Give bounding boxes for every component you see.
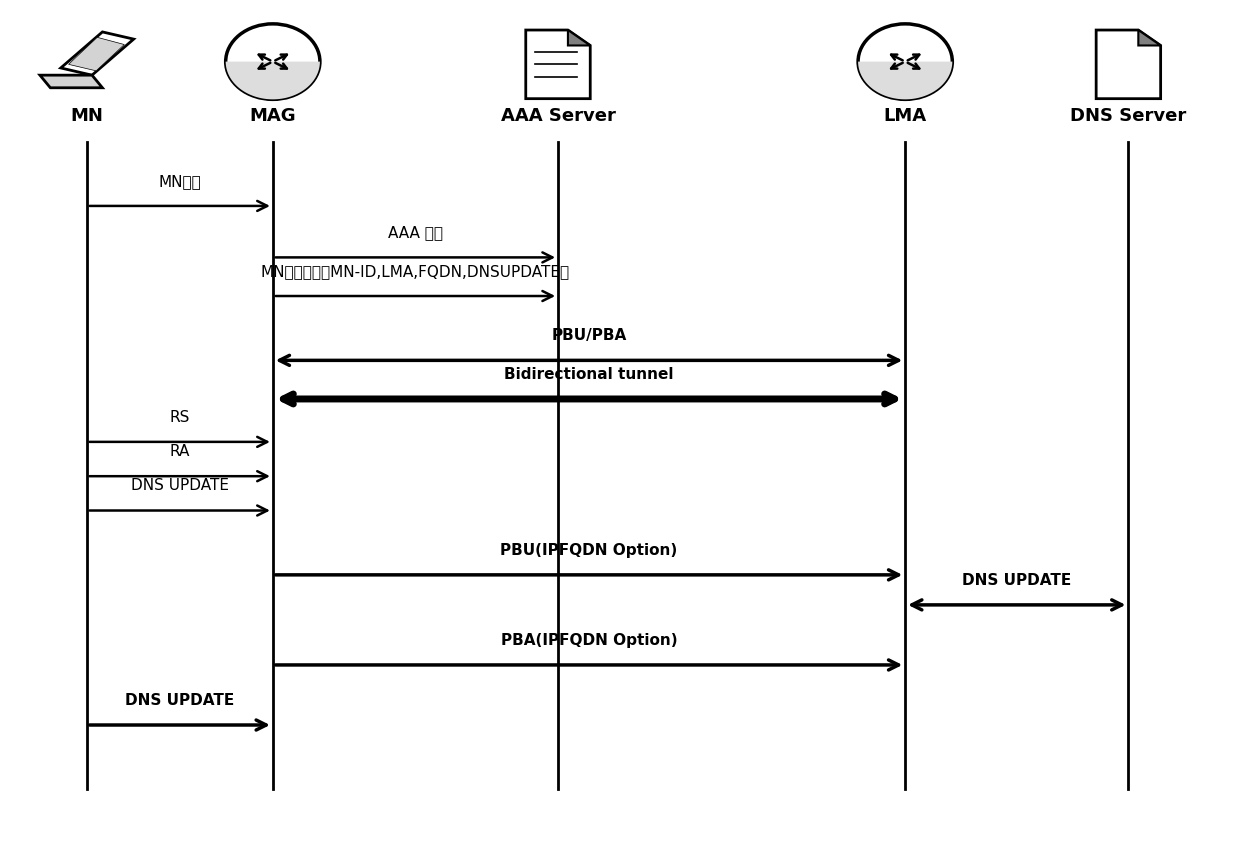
Text: AAA Server: AAA Server: [501, 107, 615, 124]
Text: RS: RS: [170, 410, 190, 425]
Text: PBA(IPFQDN Option): PBA(IPFQDN Option): [501, 633, 677, 648]
Polygon shape: [226, 62, 320, 100]
Text: MAG: MAG: [249, 107, 296, 124]
Polygon shape: [568, 30, 590, 45]
Text: DNS UPDATE: DNS UPDATE: [125, 693, 234, 708]
Text: RA: RA: [170, 444, 190, 459]
Text: MN: MN: [71, 107, 103, 124]
Text: LMA: LMA: [884, 107, 926, 124]
Text: Bidirectional tunnel: Bidirectional tunnel: [505, 367, 673, 382]
Text: DNS Server: DNS Server: [1070, 107, 1187, 124]
Ellipse shape: [226, 24, 320, 100]
Text: DNS UPDATE: DNS UPDATE: [962, 573, 1071, 588]
Polygon shape: [40, 76, 103, 88]
Polygon shape: [526, 30, 590, 99]
Polygon shape: [1138, 30, 1161, 45]
Polygon shape: [858, 62, 952, 100]
Text: PBU(IPFQDN Option): PBU(IPFQDN Option): [501, 543, 677, 558]
Text: DNS UPDATE: DNS UPDATE: [130, 479, 229, 493]
Polygon shape: [68, 37, 124, 71]
Polygon shape: [61, 32, 134, 76]
Text: AAA 认证: AAA 认证: [388, 226, 443, 240]
Polygon shape: [1096, 30, 1161, 99]
Text: PBU/PBA: PBU/PBA: [552, 329, 626, 343]
Text: MN策略文件（MN-ID,LMA,FQDN,DNSUPDATE）: MN策略文件（MN-ID,LMA,FQDN,DNSUPDATE）: [260, 264, 570, 279]
Ellipse shape: [858, 24, 952, 100]
Text: MN接入: MN接入: [159, 174, 201, 189]
